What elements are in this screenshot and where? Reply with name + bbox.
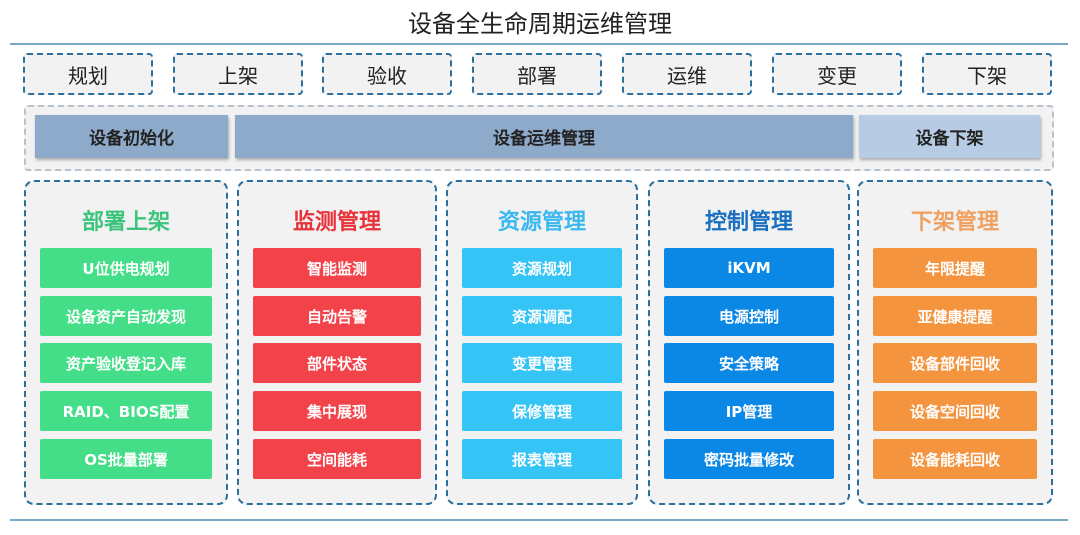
phase-bar: 设备下架 [859,115,1040,158]
stage-box: 下架 [922,53,1052,95]
page-title: 设备全生命周期运维管理 [408,10,672,38]
feature-item: 资源规划 [462,248,622,288]
feature-item: IP管理 [664,391,834,431]
feature-item: 密码批量修改 [664,439,834,479]
feature-item: 自动告警 [253,296,421,336]
top-divider [10,43,1068,45]
feature-item: U位供电规划 [40,248,212,288]
feature-item: 变更管理 [462,343,622,383]
phase-bar: 设备初始化 [35,115,228,158]
feature-item: 安全策略 [664,343,834,383]
feature-item: 智能监测 [253,248,421,288]
column-title: 部署上架 [81,209,170,235]
feature-item: 电源控制 [664,296,834,336]
category-column: 资源管理资源规划资源调配变更管理保修管理报表管理 [446,180,638,505]
feature-item: 资源调配 [462,296,622,336]
stage-box: 验收 [322,53,452,95]
category-column: 下架管理年限提醒亚健康提醒设备部件回收 设备空间回收 设备能耗回收 [857,180,1053,505]
stage-box: 部署 [472,53,602,95]
feature-item: 空间能耗 [253,439,421,479]
feature-item: 设备空间回收 [873,391,1037,431]
column-title: 控制管理 [704,209,793,235]
feature-item: 报表管理 [462,439,622,479]
feature-item: iKVM [664,248,834,288]
feature-item: 年限提醒 [873,248,1037,288]
feature-item: RAID、BIOS配置 [40,391,212,431]
feature-item: 设备资产自动发现 [40,296,212,336]
stage-box: 上架 [173,53,303,95]
feature-item: 集中展现 [253,391,421,431]
feature-item: OS批量部署 [40,439,212,479]
category-column: 控制管理 iKVM 电源控制安全策略 IP管理密码批量修改 [648,180,850,505]
feature-item: 保修管理 [462,391,622,431]
feature-item: 设备部件回收 [873,343,1037,383]
stage-box: 变更 [772,53,902,95]
feature-item: 资产验收登记入库 [40,343,212,383]
feature-item: 设备能耗回收 [873,439,1037,479]
feature-item: 亚健康提醒 [873,296,1037,336]
column-title: 监测管理 [292,209,381,235]
bottom-divider [10,519,1068,521]
stage-box: 规划 [23,53,153,95]
column-title: 资源管理 [497,209,586,235]
phase-bar: 设备运维管理 [235,115,853,158]
stage-box: 运维 [622,53,752,95]
category-column: 监测管理智能监测自动告警部件状态集中展现空间能耗 [237,180,437,505]
category-column: 部署上架 U位供电规划 设备资产自动发现 资产验收登记入库 RAID、BIOS配置 OS批… [24,180,228,505]
column-title: 下架管理 [910,209,999,235]
feature-item: 部件状态 [253,343,421,383]
